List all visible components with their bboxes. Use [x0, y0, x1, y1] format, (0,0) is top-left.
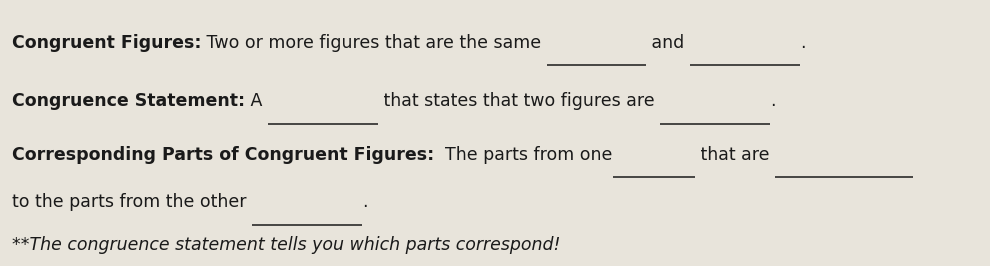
Text: that states that two figures are: that states that two figures are — [378, 92, 660, 110]
Text: The parts from one: The parts from one — [435, 146, 613, 164]
Text: Congruence Statement:: Congruence Statement: — [12, 92, 245, 110]
Text: Congruent Figures:: Congruent Figures: — [12, 34, 201, 52]
Text: and: and — [646, 34, 690, 52]
Text: .: . — [770, 92, 775, 110]
Text: **The congruence statement tells you which parts correspond!: **The congruence statement tells you whi… — [12, 236, 560, 254]
Text: A: A — [245, 92, 268, 110]
Text: to the parts from the other: to the parts from the other — [12, 193, 251, 211]
Text: Two or more figures that are the same: Two or more figures that are the same — [201, 34, 547, 52]
Text: .: . — [800, 34, 805, 52]
Text: that are: that are — [695, 146, 775, 164]
Text: Corresponding Parts of Congruent Figures:: Corresponding Parts of Congruent Figures… — [12, 146, 435, 164]
Text: .: . — [362, 193, 367, 211]
